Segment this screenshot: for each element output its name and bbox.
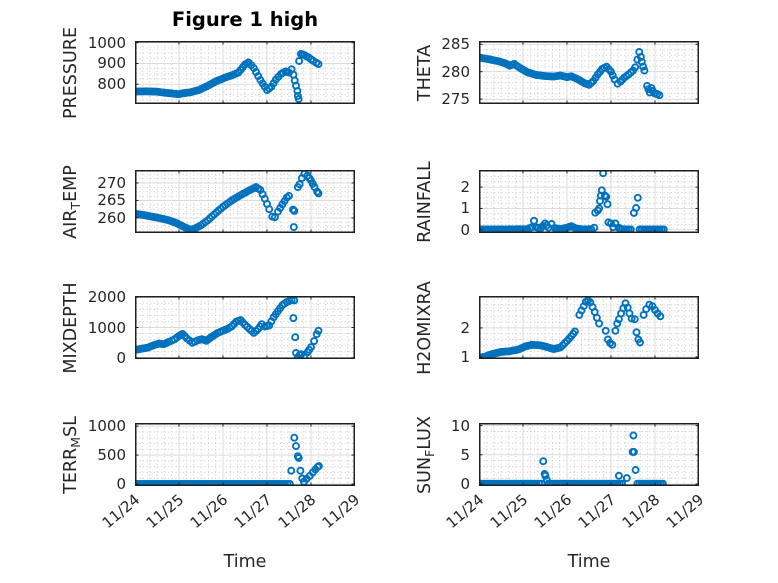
- figure-title: Figure 1 high: [171, 8, 319, 31]
- plot-area-air-temp: [135, 170, 355, 233]
- y-axis-label-sun-flux: SUNFLUX: [415, 415, 437, 494]
- y-tick-label: 2: [460, 318, 470, 337]
- subplot-rainfall: 0 1 2 RAINFALL: [415, 161, 699, 242]
- y-tick-label: 1000: [87, 417, 126, 436]
- subplot-sun-flux: 0 5 10 11/24 11/25 11/26 11/27 11/28 11/29 SUNFLU…: [415, 416, 707, 533]
- subplot-theta: 275 280 285 THETA: [415, 36, 699, 107]
- plot-area-theta: [479, 41, 699, 104]
- axes-frame: [135, 170, 355, 233]
- y-tick-label: 270: [97, 173, 126, 192]
- series-markers: [479, 296, 665, 359]
- y-tick-label: 900: [97, 54, 126, 73]
- axes-frame: [479, 296, 699, 359]
- x-axis-label-right: Time: [567, 552, 611, 572]
- series-markers: [135, 296, 323, 359]
- y-tick-label: 1: [460, 347, 470, 366]
- y-tick-label: 1000: [87, 318, 126, 337]
- y-tick-label: 0: [460, 220, 470, 239]
- y-tick-label: 260: [97, 208, 126, 227]
- axes-frame: [479, 170, 699, 233]
- subplot-h2omixra: 1 2 H2OMIXRA: [415, 281, 699, 374]
- plot-area-h2omixra: [479, 296, 699, 359]
- plot-area-terr-msl: [135, 423, 355, 486]
- y-tick-label: 285: [441, 35, 470, 54]
- y-axis-label-terr-msl: TERRMSL: [61, 415, 83, 494]
- y-tick-label: 800: [97, 75, 126, 94]
- y-tick-label: 265: [97, 191, 126, 210]
- plot-area-sun-flux: [479, 423, 699, 486]
- axes-frame: [135, 423, 355, 486]
- x-axis-label-left: Time: [223, 552, 267, 572]
- plot-area-mixdepth: [135, 296, 355, 359]
- axes-frame: [135, 296, 355, 359]
- y-tick-label: 0: [116, 474, 126, 493]
- plot-area-rainfall: [479, 170, 699, 233]
- y-axis-label-theta: THETA: [415, 44, 435, 101]
- axes-frame: [135, 41, 355, 104]
- y-axis-label-pressure: PRESSURE: [61, 26, 81, 119]
- minor-grid: [480, 424, 698, 485]
- y-tick-label: 5: [460, 445, 470, 464]
- y-tick-label: 0: [460, 474, 470, 493]
- minor-grid: [136, 424, 354, 485]
- y-tick-label: 280: [441, 62, 470, 81]
- y-tick-label: 275: [441, 90, 470, 109]
- plot-area-pressure: [135, 41, 355, 104]
- subplot-mixdepth: 0 1000 2000 MIXDEPTH: [61, 282, 355, 373]
- subplot-terr-msl: 0 500 1000 11/24 11/25 11/26 11/27 11/28 11/29 TE…: [61, 416, 363, 532]
- subplot-pressure: 800 900 1000 PRESSURE: [61, 27, 355, 119]
- y-tick-label: 10: [450, 416, 470, 435]
- y-tick-label: 1: [460, 199, 470, 218]
- y-tick-label: 2: [460, 178, 470, 197]
- y-tick-label: 1000: [87, 33, 126, 52]
- y-tick-label: 2000: [87, 288, 126, 307]
- y-tick-label: 0: [116, 348, 126, 367]
- series-markers: [479, 48, 664, 100]
- series-markers: [135, 170, 323, 233]
- axes-frame: [479, 423, 699, 486]
- subplot-air-temp: 260 265 270 AIRTEMP: [61, 165, 355, 238]
- axes-frame: [479, 41, 699, 104]
- series-markers: [135, 433, 323, 486]
- series-markers: [479, 431, 667, 486]
- y-tick-label: 500: [97, 446, 126, 465]
